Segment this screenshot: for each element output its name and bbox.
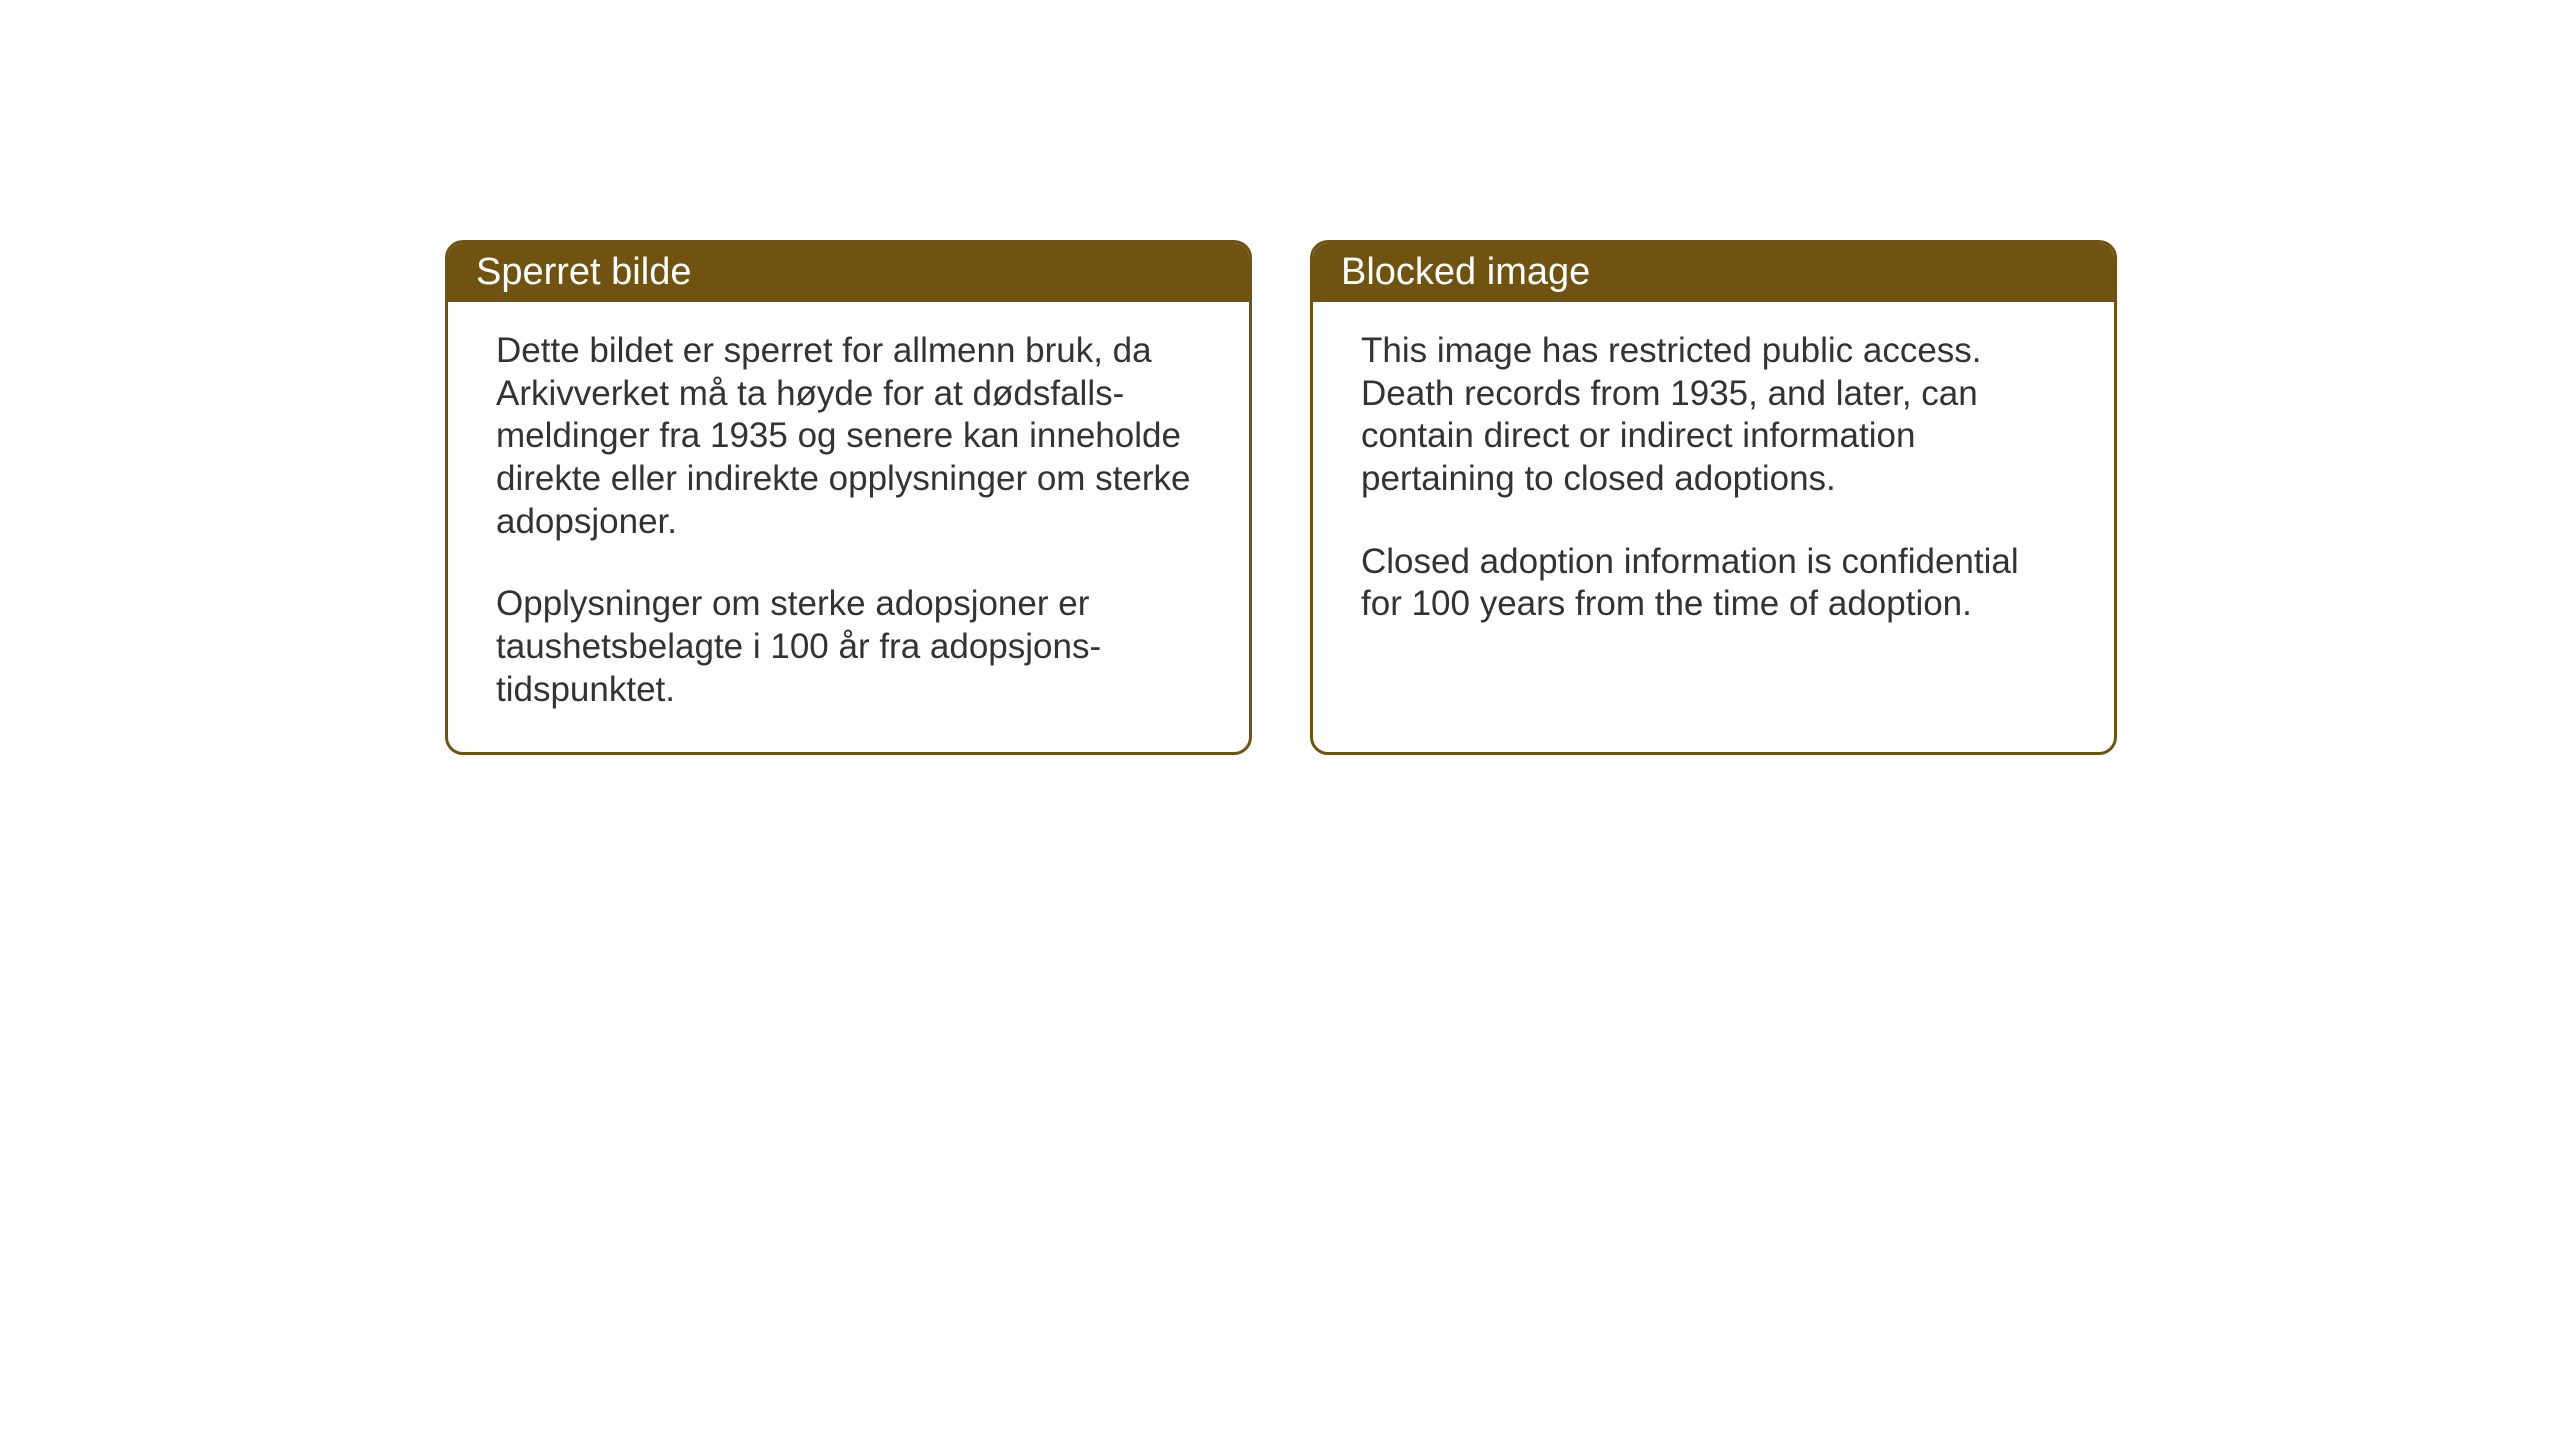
notice-container: Sperret bilde Dette bildet er sperret fo… [445,240,2117,755]
notice-paragraph: Dette bildet er sperret for allmenn bruk… [496,330,1201,543]
notice-paragraph: Opplysninger om sterke adopsjoner er tau… [496,583,1201,711]
notice-header-english: Blocked image [1313,243,2114,302]
notice-header-norwegian: Sperret bilde [448,243,1249,302]
notice-body-norwegian: Dette bildet er sperret for allmenn bruk… [448,302,1249,752]
notice-box-norwegian: Sperret bilde Dette bildet er sperret fo… [445,240,1252,755]
notice-paragraph: Closed adoption information is confident… [1361,541,2066,626]
notice-box-english: Blocked image This image has restricted … [1310,240,2117,755]
notice-body-english: This image has restricted public access.… [1313,302,2114,722]
notice-paragraph: This image has restricted public access.… [1361,330,2066,501]
